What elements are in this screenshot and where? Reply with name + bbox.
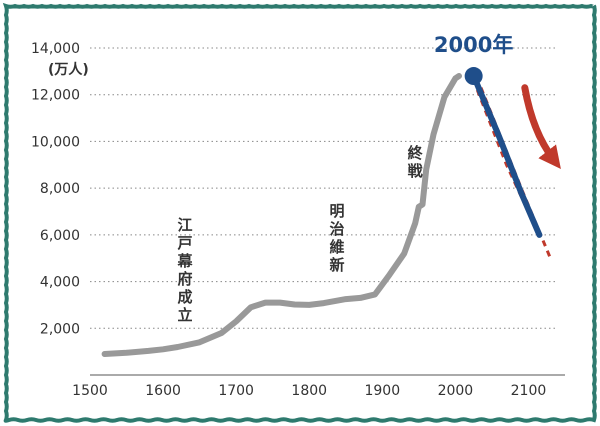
- meiji-restoration-annotation: 明治維新: [329, 202, 344, 274]
- x-tick-label: 1800: [291, 383, 327, 399]
- year-2000-marker: [464, 67, 483, 86]
- historical-population-line: [101, 73, 462, 357]
- y-tick-label: 4,000: [40, 275, 80, 291]
- y-unit-label: (万人): [48, 61, 89, 78]
- year-2000-label: 2000年: [434, 33, 513, 57]
- y-tick-label: 12,000: [31, 88, 80, 104]
- x-tick-label: 1600: [145, 383, 181, 399]
- x-tick-label: 1700: [218, 383, 254, 399]
- end-of-war-annotation: 終戦: [408, 144, 424, 180]
- x-tick-label: 2100: [511, 383, 547, 399]
- x-tick-label: 2000: [438, 383, 474, 399]
- x-tick-label: 1500: [72, 383, 108, 399]
- y-tick-label: 2,000: [40, 321, 80, 337]
- y-tick-label: 10,000: [31, 134, 80, 150]
- trend-arrow: [521, 84, 561, 169]
- y-tick-label: 14,000: [31, 41, 80, 57]
- x-tick-label: 1900: [364, 383, 400, 399]
- projection-line: [470, 73, 543, 238]
- y-tick-label: 8,000: [40, 181, 80, 197]
- edo-shogunate-annotation: 江戸幕府成立: [176, 216, 193, 324]
- y-tick-label: 6,000: [40, 228, 80, 244]
